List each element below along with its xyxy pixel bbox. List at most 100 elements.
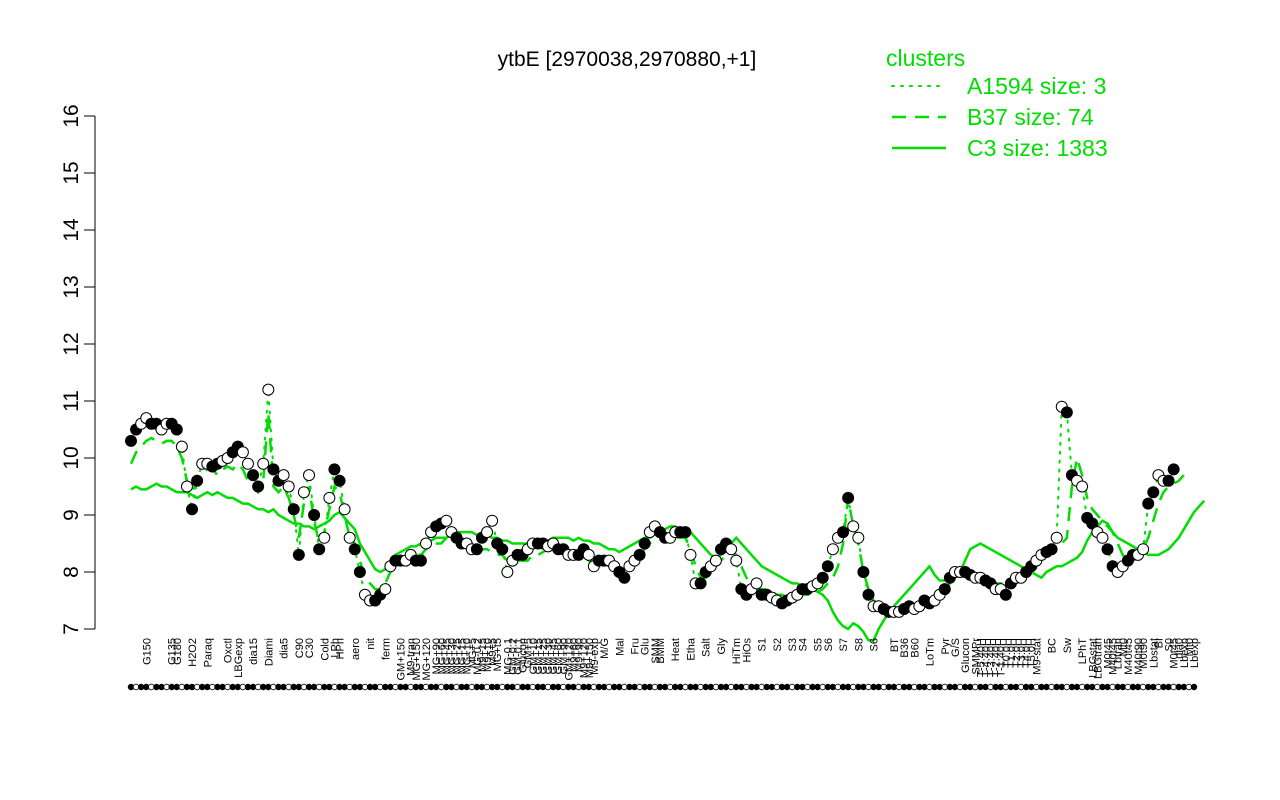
data-point (308, 509, 321, 521)
x-tick-label: S1 (757, 638, 769, 651)
x-tick-label: M9+5 (487, 638, 499, 666)
data-point (684, 548, 697, 561)
data-point (709, 554, 722, 567)
x-tick-label: Lbtran (1113, 638, 1125, 669)
x-tick-label: S5 (813, 638, 825, 651)
y-tick-label: 9 (60, 509, 83, 521)
x-tick-label: S6 (823, 638, 835, 651)
x-tick-label: S4 (797, 638, 809, 651)
y-tick-label: 13 (60, 275, 83, 298)
x-tick-label: LoTm (925, 638, 937, 666)
data-point (750, 577, 763, 590)
data-point (125, 434, 137, 447)
x-tick-label: C90 (294, 638, 306, 658)
x-tick-label: LPhT (1077, 638, 1089, 665)
x-tick-label: T5.0H (1026, 638, 1038, 668)
x-tick-label: Heat (670, 638, 682, 661)
data-point (267, 463, 280, 476)
x-tick-label: ferm (380, 638, 392, 660)
points-layer (125, 383, 1180, 618)
data-point (282, 480, 295, 493)
data-point (1050, 531, 1063, 544)
x-tick-label: LBGexp (233, 638, 245, 678)
x-tick-label: T0.0H (1001, 638, 1013, 668)
x-tick-label: M9+15 (477, 638, 489, 672)
x-tick-label: GM+120 (563, 638, 575, 681)
x-tick-label: GM+90 (558, 638, 570, 674)
legend: clusters A1594 size: 3 B37 size: 74 C3 siz… (886, 45, 1108, 161)
y-tick-label: 7 (60, 623, 83, 635)
data-point (277, 469, 290, 482)
data-point (821, 560, 834, 573)
data-point (826, 543, 839, 556)
x-tick-label: MG-0.2 (472, 638, 484, 675)
legend-label: A1594 size: 3 (967, 73, 1106, 99)
x-tick-label: Sw (1062, 638, 1074, 653)
x-tick-label: T-2.40H (991, 638, 1003, 677)
x-tick-label: LBGstat (1087, 638, 1099, 678)
data-point (938, 583, 951, 596)
x-tick-label: BI (1153, 638, 1165, 648)
x-tick-label: M9-exp (589, 638, 601, 675)
data-point (618, 571, 631, 584)
x-tick-label: Mt0 (1184, 638, 1196, 656)
x-tick-label: T1.0H (1006, 638, 1018, 668)
x-tick-label: MG+25 (452, 638, 464, 674)
x-tick-label: MG+90 (431, 638, 443, 674)
data-point (241, 457, 254, 470)
legend-label: B37 size: 74 (967, 104, 1094, 130)
x-tick-label: S7 (838, 638, 850, 651)
chart-title: ytbE [2970038,2970880,+1] (498, 48, 757, 71)
y-tick-label: 16 (60, 104, 83, 127)
x-tick-label: Lbexp (1179, 638, 1191, 668)
x-tick-label: S3 (787, 638, 799, 651)
x-tick-label: M9+150 (584, 638, 596, 678)
data-point (857, 566, 870, 578)
x-tick-label: GM+60 (553, 638, 565, 674)
x-tick-label: Pyr (940, 638, 952, 655)
x-tick-label: LBGtran (1092, 638, 1104, 679)
x-tick-label: Lbexp (1189, 638, 1201, 668)
data-point (999, 588, 1012, 601)
data-point (816, 571, 829, 584)
x-tick-label: T-3.40H (986, 638, 998, 677)
x-tick-label: SMM (650, 638, 662, 664)
data-point (419, 537, 432, 550)
x-tick-label: G135 (167, 638, 179, 665)
x-tick-label: MG+30 (446, 638, 458, 674)
y-tick-label: 10 (60, 446, 83, 469)
x-tick-label: M40t45 (1108, 638, 1120, 675)
x-tick-label: H2O2 (187, 638, 199, 667)
x-tick-label: GM-0.2 (507, 638, 519, 675)
x-tick-label: GM+15 (533, 638, 545, 674)
data-point (338, 503, 351, 516)
x-tick-label: MG+45 (441, 638, 453, 674)
data-point (725, 543, 738, 556)
data-point (297, 486, 310, 499)
x-tick-label: M40t45 (1123, 638, 1135, 675)
x-tick-label: Mt0 (1118, 638, 1130, 656)
data-point (501, 566, 514, 578)
x-tick-label: MG+60 (436, 638, 448, 674)
x-tick-label: GM+30 (543, 638, 555, 674)
x-tick-label: nit (365, 638, 377, 650)
data-point (186, 503, 199, 516)
data-point (1045, 543, 1058, 556)
x-tick-label: Lbstat (1148, 638, 1160, 668)
y-tick-label: 15 (60, 161, 83, 184)
data-point (440, 514, 453, 527)
x-tick-label: M9+60 (568, 638, 580, 672)
x-tick-label: M9-tran (406, 638, 418, 676)
x-tick-label: S8 (853, 638, 865, 651)
data-point (1101, 543, 1114, 556)
x-tick-label: Salt (701, 638, 713, 657)
x-tick-label: M9-stat (1031, 638, 1043, 675)
x-tick-label: B36 (899, 638, 911, 658)
y-tick-label: 12 (60, 332, 83, 355)
legend-label: C3 size: 1383 (967, 135, 1108, 161)
data-point (862, 588, 875, 601)
data-point (252, 480, 265, 493)
x-tick-label: Cold (319, 638, 331, 661)
